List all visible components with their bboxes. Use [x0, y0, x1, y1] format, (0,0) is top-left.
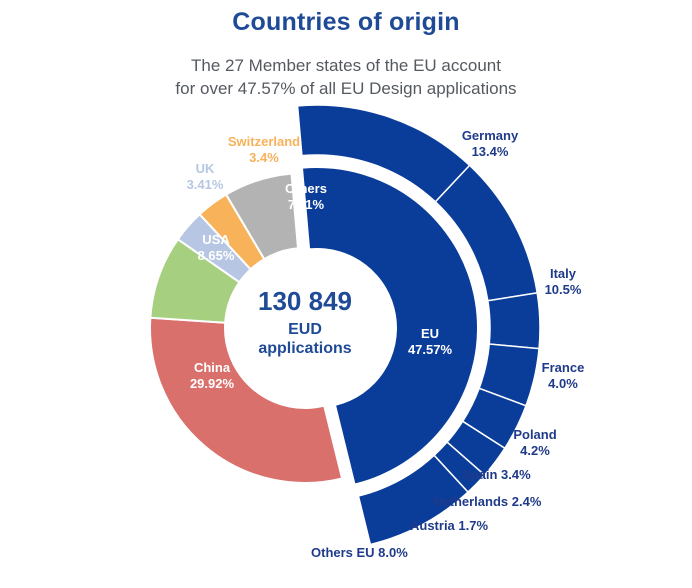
center-line-2: applications — [258, 340, 351, 357]
center-line-1: EUD — [288, 321, 322, 338]
outer-label-germany: Germany 13.4% — [462, 128, 519, 159]
label-switzerland: Switzerland 3.4% — [228, 134, 300, 165]
label-eu: EU 47.57% — [408, 326, 453, 357]
slice-eu — [303, 167, 478, 484]
subtitle-line-2: for over 47.57% of all EU Design applica… — [175, 79, 517, 98]
center-total: 130 849 — [258, 286, 352, 316]
chart-title: Countries of origin — [232, 8, 460, 36]
outer-label-spain: Spain 3.4% — [462, 467, 531, 482]
slice-others — [224, 172, 300, 261]
outer-slice-others-eu — [357, 454, 470, 546]
subtitle-line-1: The 27 Member states of the EU account — [191, 56, 501, 75]
outer-label-austria: Austria 1.7% — [410, 518, 488, 533]
label-china: China 29.92% — [190, 360, 235, 391]
label-uk: UK 3.41% — [187, 161, 224, 192]
outer-label-italy: Italy 10.5% — [545, 266, 582, 297]
label-others: Others 7.11% — [285, 181, 327, 212]
slice-china — [149, 316, 344, 484]
outer-label-others-eu: Others EU 8.0% — [311, 545, 408, 560]
label-usa: USA 8.65% — [198, 232, 235, 263]
outer-slice-france — [486, 292, 541, 350]
outer-label-poland: Poland 4.2% — [513, 427, 556, 458]
outer-label-netherlands: Netherlands 2.4% — [433, 494, 542, 509]
outer-label-france: France 4.0% — [542, 360, 585, 391]
